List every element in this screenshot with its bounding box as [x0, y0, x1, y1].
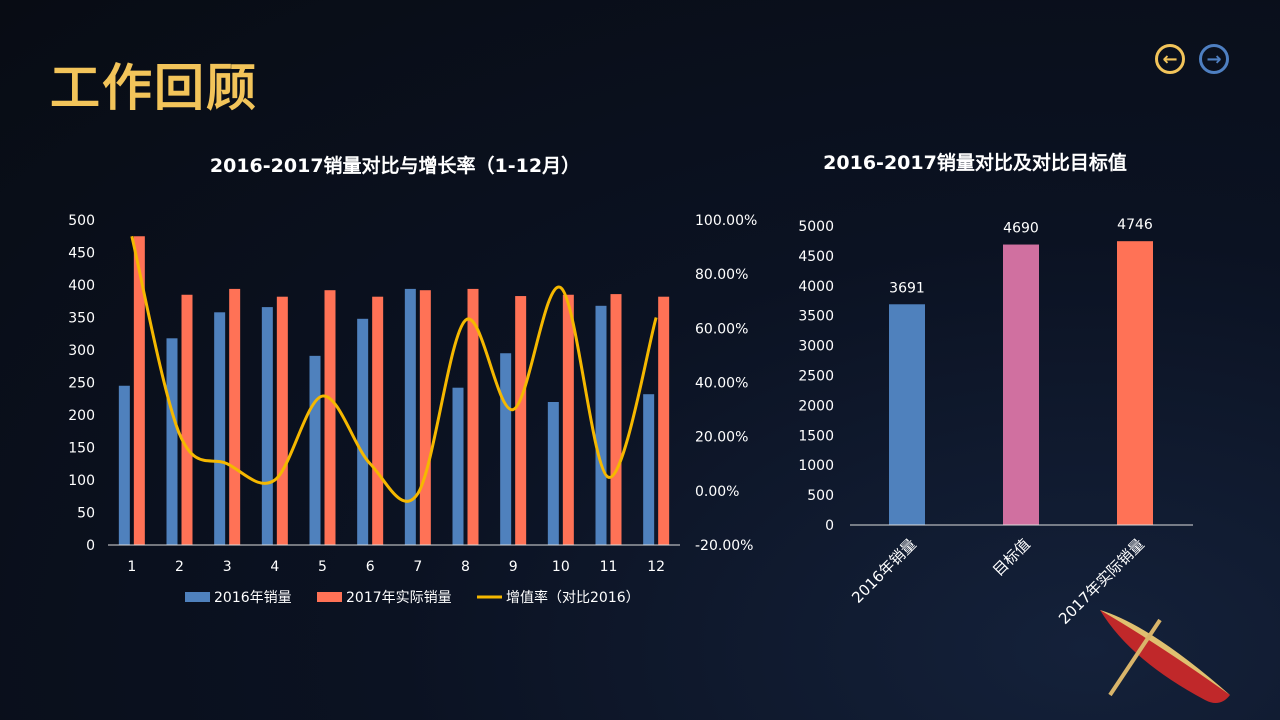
x-tick-label: 11 — [600, 559, 618, 575]
y-tick-label: 0 — [825, 518, 834, 534]
y-tick-label: 2000 — [798, 398, 834, 414]
bar-2017 — [467, 288, 479, 545]
bar-2017 — [515, 296, 527, 545]
bar-2017 — [133, 236, 145, 545]
y-tick-label: 250 — [68, 376, 95, 392]
y-tick-label: 450 — [68, 246, 95, 262]
y-tick-label: 5000 — [798, 219, 834, 235]
bar-2016 — [500, 353, 512, 545]
y2-tick-label: 100.00% — [695, 213, 757, 229]
y2-tick-label: 60.00% — [695, 321, 748, 337]
bar-2016 — [643, 394, 655, 545]
bar-2 — [1117, 241, 1153, 525]
x-tick-label: 7 — [413, 559, 422, 575]
bar-0 — [889, 304, 925, 525]
bar-2016 — [595, 305, 607, 545]
x-tick-label: 1 — [127, 559, 136, 575]
bar-2017 — [419, 290, 431, 545]
y-tick-label: 500 — [807, 488, 834, 504]
chart2-title: 2016-2017销量对比及对比目标值 — [823, 151, 1127, 174]
legend-swatch-2016 — [185, 592, 210, 602]
y2-tick-label: 20.00% — [695, 430, 748, 446]
bar-2017 — [658, 296, 670, 545]
legend-swatch-2017 — [317, 592, 342, 602]
y-tick-label: 2500 — [798, 369, 834, 385]
bar-2017 — [324, 290, 336, 545]
bar-2016 — [452, 387, 464, 545]
x-tick-label: 10 — [552, 559, 570, 575]
y2-tick-label: 80.00% — [695, 267, 748, 283]
x-tick-label: 3 — [223, 559, 232, 575]
y-tick-label: 150 — [68, 441, 95, 457]
growth-line — [130, 235, 658, 503]
next-arrow-icon[interactable]: → — [1199, 44, 1229, 74]
bar-2016 — [261, 307, 273, 545]
bar-2016 — [166, 338, 178, 545]
x-tick-label: 9 — [509, 559, 518, 575]
y-tick-label: 400 — [68, 278, 95, 294]
x-tick-label: 5 — [318, 559, 327, 575]
y-tick-label: 4000 — [798, 279, 834, 295]
x-tick-label: 4 — [270, 559, 279, 575]
y-tick-label: 500 — [68, 213, 95, 229]
y-tick-label: 350 — [68, 311, 95, 327]
bar-2016 — [309, 355, 321, 545]
bar-2017 — [276, 296, 288, 545]
x-tick-label: 6 — [366, 559, 375, 575]
y-tick-label: 3500 — [798, 309, 834, 325]
y-tick-label: 1500 — [798, 428, 834, 444]
legend-label-growth: 增值率（对比2016） — [506, 589, 640, 606]
prev-arrow-icon[interactable]: ← — [1155, 44, 1185, 74]
y-tick-label: 200 — [68, 408, 95, 424]
bar-1 — [1003, 244, 1039, 525]
legend-label-2016: 2016年销量 — [214, 590, 292, 606]
x-tick-label: 2 — [175, 559, 184, 575]
page-title: 工作回顾 — [50, 59, 258, 117]
y-tick-label: 0 — [86, 538, 95, 554]
bar-2016 — [404, 288, 416, 545]
chart1-title: 2016-2017销量对比与增长率（1-12月） — [210, 154, 580, 177]
data-label: 4746 — [1117, 217, 1153, 233]
y-tick-label: 50 — [77, 506, 95, 522]
y-tick-label: 3000 — [798, 339, 834, 355]
y-tick-label: 4500 — [798, 249, 834, 265]
y2-tick-label: 40.00% — [695, 376, 748, 392]
data-label: 3691 — [889, 280, 925, 296]
bar-2017 — [229, 288, 241, 545]
y-tick-label: 300 — [68, 343, 95, 359]
bar-2016 — [547, 402, 559, 545]
canoe-icon — [1100, 610, 1230, 704]
legend-label-2017: 2017年实际销量 — [346, 590, 452, 606]
y2-tick-label: 0.00% — [695, 484, 739, 500]
x-tick-label: 2016年销量 — [848, 535, 920, 607]
bar-2016 — [357, 318, 369, 545]
bar-2016 — [214, 312, 226, 545]
y2-tick-label: -20.00% — [695, 538, 753, 554]
bar-2017 — [181, 294, 193, 545]
y-tick-label: 1000 — [798, 458, 834, 474]
bar-2016 — [118, 385, 130, 545]
x-tick-label: 目标值 — [989, 535, 1034, 580]
y-tick-label: 100 — [68, 473, 95, 489]
x-tick-label: 8 — [461, 559, 470, 575]
data-label: 4690 — [1003, 221, 1039, 237]
x-tick-label: 12 — [647, 559, 665, 575]
bar-2017 — [562, 294, 574, 545]
bar-2017 — [372, 296, 384, 545]
bar-2017 — [610, 294, 622, 545]
